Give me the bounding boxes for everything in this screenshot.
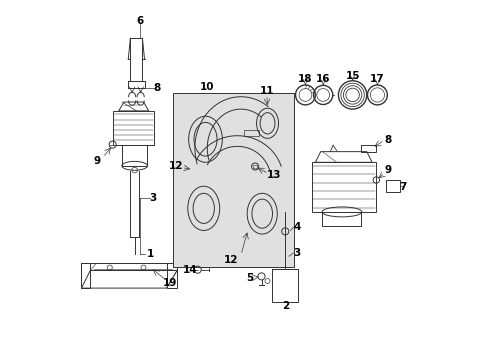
Text: 11: 11 [259, 86, 273, 96]
Text: 8: 8 [384, 135, 391, 145]
Text: 7: 7 [399, 182, 406, 192]
Text: 15: 15 [345, 71, 359, 81]
Text: 3: 3 [293, 248, 300, 258]
Text: 6: 6 [136, 15, 143, 26]
Text: 8: 8 [153, 83, 160, 93]
Text: 13: 13 [266, 170, 280, 180]
Text: 3: 3 [149, 193, 156, 203]
Text: 12: 12 [169, 161, 183, 171]
Text: 16: 16 [315, 74, 330, 84]
Text: 14: 14 [183, 265, 198, 275]
Text: 9: 9 [384, 166, 391, 175]
Text: 4: 4 [293, 222, 300, 232]
Text: 12: 12 [224, 255, 238, 265]
Text: 2: 2 [281, 301, 288, 311]
Text: 18: 18 [298, 74, 312, 84]
Text: 17: 17 [369, 74, 384, 84]
Polygon shape [173, 93, 293, 267]
Text: 9: 9 [94, 156, 101, 166]
Text: 19: 19 [163, 279, 177, 288]
Text: 1: 1 [147, 249, 154, 260]
Text: 10: 10 [199, 82, 213, 92]
Text: 5: 5 [245, 273, 253, 283]
